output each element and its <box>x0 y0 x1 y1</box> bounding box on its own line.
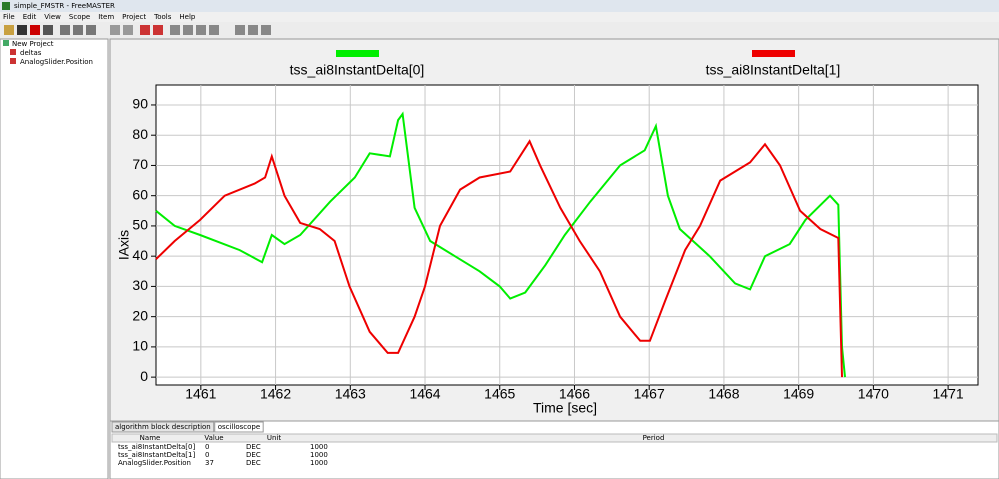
chart: 1461 1462 1463 1464 1465 1466 1467 1468 1469 1470… <box>116 50 978 416</box>
x-tick-label: 1461 <box>185 386 216 402</box>
tool-button[interactable] <box>123 25 133 35</box>
tab[interactable] <box>111 421 215 433</box>
project-tree-panel <box>0 38 109 479</box>
menu-item[interactable]: Project <box>122 13 146 21</box>
series-line <box>155 111 846 378</box>
x-tick-label: 1470 <box>858 386 889 402</box>
table-cell: 37 <box>205 459 214 467</box>
tool-button[interactable] <box>170 25 180 35</box>
menu-item[interactable]: Edit <box>23 13 37 21</box>
x-tick-label: 1465 <box>484 386 515 402</box>
tab-label[interactable]: oscilloscope <box>218 423 260 431</box>
menu-item[interactable]: Item <box>98 13 114 21</box>
tool-button[interactable] <box>235 25 245 35</box>
window-title: simple_FMSTR - FreeMASTER <box>14 2 115 10</box>
column-header: Unit <box>267 434 282 442</box>
tab-strip: algorithm block description oscilloscope <box>111 421 264 433</box>
tool-button[interactable] <box>196 25 206 35</box>
app-icon <box>2 2 10 10</box>
table-cell: 1000 <box>310 451 328 459</box>
series-line <box>155 139 843 378</box>
x-tick-label: 1467 <box>634 386 665 402</box>
tool-button[interactable] <box>110 25 120 35</box>
tool-button[interactable] <box>30 25 40 35</box>
column-header: Name <box>140 434 161 442</box>
tool-button[interactable] <box>86 25 96 35</box>
y-tick-label: 50 <box>132 217 148 233</box>
tool-button[interactable] <box>43 25 53 35</box>
menu-bar: File Edit View Scope Item Project Tools Help <box>3 13 196 21</box>
y-tick-label: 90 <box>132 96 148 112</box>
tool-button[interactable] <box>4 25 14 35</box>
table-cell: tss_ai8InstantDelta[1] <box>118 451 195 459</box>
y-tick-label: 20 <box>132 307 148 323</box>
tree-root[interactable]: New Project <box>12 40 54 48</box>
y-tick-label: 40 <box>132 247 148 263</box>
tree-icon <box>10 49 16 55</box>
toolbar <box>0 22 999 39</box>
legend-swatch[interactable] <box>752 50 795 57</box>
table-header <box>111 433 998 443</box>
menu-item[interactable]: Help <box>179 13 196 21</box>
x-tick-label: 1471 <box>933 386 964 402</box>
tab-label[interactable]: algorithm block description <box>115 423 211 431</box>
column-header: Value <box>204 434 223 442</box>
tree-icon <box>3 40 9 46</box>
tool-button[interactable] <box>60 25 70 35</box>
x-tick-label: 1463 <box>335 386 366 402</box>
tool-button[interactable] <box>183 25 193 35</box>
y-axis-label: IAxis <box>116 230 132 260</box>
column-header: Period <box>643 434 665 442</box>
tool-button[interactable] <box>17 25 27 35</box>
tree-item[interactable]: AnalogSlider.Position <box>20 58 93 66</box>
table-cell: DEC <box>246 459 261 467</box>
table-cell: 0 <box>205 443 209 451</box>
variable-table: Name Value Unit Period tss_ai8InstantDelta[0… <box>111 433 998 467</box>
legend-swatch[interactable] <box>336 50 379 57</box>
table-cell: 1000 <box>310 459 328 467</box>
tree-icon <box>10 58 16 64</box>
table-cell: tss_ai8InstantDelta[0] <box>118 443 195 451</box>
x-axis-label: Time [sec] <box>533 400 597 416</box>
tool-button[interactable] <box>140 25 150 35</box>
x-tick-label: 1462 <box>260 386 291 402</box>
legend-label: tss_ai8InstantDelta[0] <box>290 62 425 78</box>
table-cell: DEC <box>246 451 261 459</box>
tool-button[interactable] <box>209 25 219 35</box>
legend-label: tss_ai8InstantDelta[1] <box>706 62 841 78</box>
y-tick-label: 30 <box>132 277 148 293</box>
tool-button[interactable] <box>248 25 258 35</box>
tree-item[interactable]: deltas <box>20 49 42 57</box>
menu-item[interactable]: File <box>3 13 15 21</box>
y-tick-label: 0 <box>140 368 148 384</box>
x-tick-label: 1466 <box>559 386 590 402</box>
table-cell: 0 <box>205 451 209 459</box>
y-tick-label: 60 <box>132 186 148 202</box>
menu-item[interactable]: View <box>44 13 61 21</box>
table-cell: AnalogSlider.Position <box>118 459 191 467</box>
plot-area <box>155 84 979 386</box>
table-cell: DEC <box>246 443 261 451</box>
tool-button[interactable] <box>153 25 163 35</box>
tool-button[interactable] <box>73 25 83 35</box>
tool-button[interactable] <box>261 25 271 35</box>
y-tick-label: 80 <box>132 126 148 142</box>
x-tick-label: 1464 <box>409 386 440 402</box>
tab[interactable] <box>214 421 264 433</box>
table-cell: 1000 <box>310 443 328 451</box>
x-tick-label: 1468 <box>708 386 739 402</box>
x-tick-label: 1469 <box>783 386 814 402</box>
title-bar <box>0 0 999 12</box>
y-tick-label: 10 <box>132 338 148 354</box>
menu-item[interactable]: Scope <box>69 13 90 21</box>
menu-item[interactable]: Tools <box>153 13 172 21</box>
y-tick-label: 70 <box>132 156 148 172</box>
